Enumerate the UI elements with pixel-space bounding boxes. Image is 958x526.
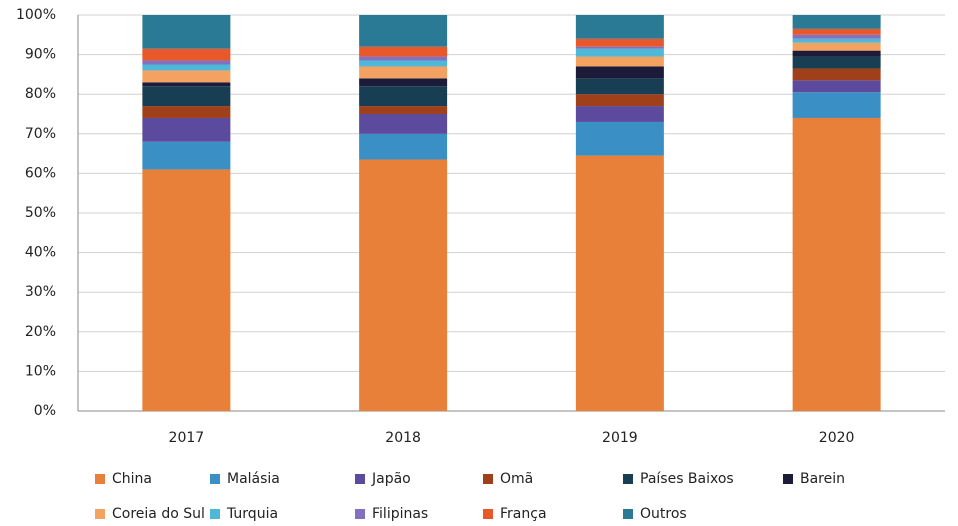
x-tick-label: 2017 bbox=[169, 430, 205, 446]
legend-swatch bbox=[483, 474, 493, 484]
bar-segment bbox=[792, 68, 881, 81]
bar-segment bbox=[575, 48, 664, 57]
bar-segment bbox=[792, 50, 881, 57]
legend-swatch bbox=[355, 474, 365, 484]
legend-label: Malásia bbox=[227, 471, 280, 487]
y-tick-label: 70% bbox=[25, 126, 56, 142]
bar-segment bbox=[142, 60, 231, 65]
x-tick-label: 2019 bbox=[602, 430, 638, 446]
x-tick-label: 2018 bbox=[385, 430, 421, 446]
legend-label: Filipinas bbox=[372, 506, 428, 522]
bar-segment bbox=[142, 117, 231, 142]
bar-segment bbox=[359, 78, 448, 87]
bar-segment bbox=[359, 60, 448, 67]
legend-label: Turquia bbox=[226, 506, 278, 522]
bar-segment bbox=[142, 70, 231, 83]
bar-segment bbox=[359, 15, 448, 47]
bar-segment bbox=[359, 86, 448, 107]
bar-segment bbox=[792, 56, 881, 69]
bar-segment bbox=[792, 92, 881, 118]
bar-segment bbox=[792, 42, 881, 51]
bar-segment bbox=[575, 46, 664, 49]
bar-segment bbox=[359, 114, 448, 134]
bar-segment bbox=[792, 15, 881, 29]
legend-swatch bbox=[355, 509, 365, 519]
bar-segment bbox=[359, 66, 448, 79]
bar-segment bbox=[792, 117, 881, 412]
legend-label: Japão bbox=[371, 471, 411, 487]
bar-segment bbox=[575, 38, 664, 47]
legend-label: Outros bbox=[640, 506, 687, 522]
legend-swatch bbox=[623, 474, 633, 484]
legend-label: Países Baixos bbox=[640, 471, 734, 487]
bar-segment bbox=[792, 38, 881, 43]
legend-swatch bbox=[210, 474, 220, 484]
bar-segment bbox=[359, 106, 448, 114]
legend-swatch bbox=[95, 509, 105, 519]
y-tick-label: 10% bbox=[25, 363, 56, 379]
bar-segment bbox=[359, 56, 448, 61]
y-tick-label: 20% bbox=[25, 324, 56, 340]
y-tick-label: 80% bbox=[25, 86, 56, 102]
legend-swatch bbox=[210, 509, 220, 519]
bar-segment bbox=[359, 159, 448, 411]
y-tick-label: 90% bbox=[25, 47, 56, 63]
bar-segment bbox=[575, 66, 664, 79]
y-tick-label: 40% bbox=[25, 245, 56, 261]
bar-segment bbox=[142, 106, 231, 118]
legend-label: Coreia do Sul bbox=[112, 506, 205, 522]
y-tick-label: 30% bbox=[25, 284, 56, 300]
x-tick-label: 2020 bbox=[819, 430, 855, 446]
bar-segment bbox=[142, 64, 231, 71]
bar-segment bbox=[359, 46, 448, 57]
bar-segment bbox=[575, 106, 664, 122]
legend-label: Omã bbox=[500, 471, 533, 487]
bar-segment bbox=[575, 121, 664, 156]
legend-label: Barein bbox=[800, 471, 845, 487]
bar-segment bbox=[142, 48, 231, 61]
legend-swatch bbox=[483, 509, 493, 519]
bar-segment bbox=[142, 15, 231, 49]
bar-segment bbox=[575, 56, 664, 67]
y-tick-label: 60% bbox=[25, 165, 56, 181]
bar-segment bbox=[792, 28, 881, 35]
legend-label: França bbox=[500, 506, 547, 522]
bar-segment bbox=[575, 155, 664, 411]
bar-segment bbox=[142, 169, 231, 411]
bar-segment bbox=[575, 94, 664, 107]
bar-segment bbox=[359, 133, 448, 160]
bar-segment bbox=[142, 82, 231, 87]
bar-segment bbox=[575, 15, 664, 39]
bar-segment bbox=[792, 80, 881, 93]
y-tick-label: 100% bbox=[16, 7, 56, 23]
legend-swatch bbox=[95, 474, 105, 484]
legend-label: China bbox=[112, 471, 152, 487]
bar-segment bbox=[575, 78, 664, 95]
y-tick-label: 0% bbox=[34, 403, 56, 419]
legend-swatch bbox=[783, 474, 793, 484]
bar-segment bbox=[142, 141, 231, 170]
legend-swatch bbox=[623, 509, 633, 519]
bar-segment bbox=[792, 34, 881, 39]
y-tick-label: 50% bbox=[25, 205, 56, 221]
bar-segment bbox=[142, 86, 231, 107]
